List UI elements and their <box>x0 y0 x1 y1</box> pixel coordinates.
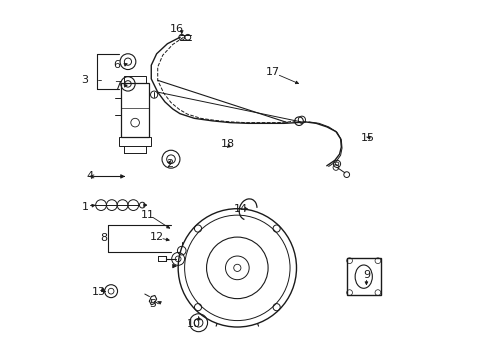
Text: 16: 16 <box>169 24 183 35</box>
Text: 3: 3 <box>81 75 88 85</box>
Text: 10: 10 <box>187 319 201 329</box>
Text: 8: 8 <box>100 233 107 243</box>
Text: 7: 7 <box>113 81 121 91</box>
Text: 2: 2 <box>165 159 172 169</box>
Bar <box>124 76 145 83</box>
Bar <box>119 137 151 146</box>
Text: 18: 18 <box>221 139 235 149</box>
Text: 11: 11 <box>141 210 154 220</box>
Text: 6: 6 <box>114 60 121 70</box>
Text: 9: 9 <box>362 270 369 280</box>
Text: 5: 5 <box>149 299 156 309</box>
Text: 12: 12 <box>149 232 163 242</box>
Text: 1: 1 <box>81 202 88 212</box>
Bar <box>121 83 149 137</box>
Text: 4: 4 <box>86 171 94 181</box>
Text: 15: 15 <box>361 133 374 143</box>
Text: 13: 13 <box>92 287 106 297</box>
Bar <box>346 258 380 296</box>
Text: 14: 14 <box>233 204 247 215</box>
Text: 17: 17 <box>265 67 280 77</box>
